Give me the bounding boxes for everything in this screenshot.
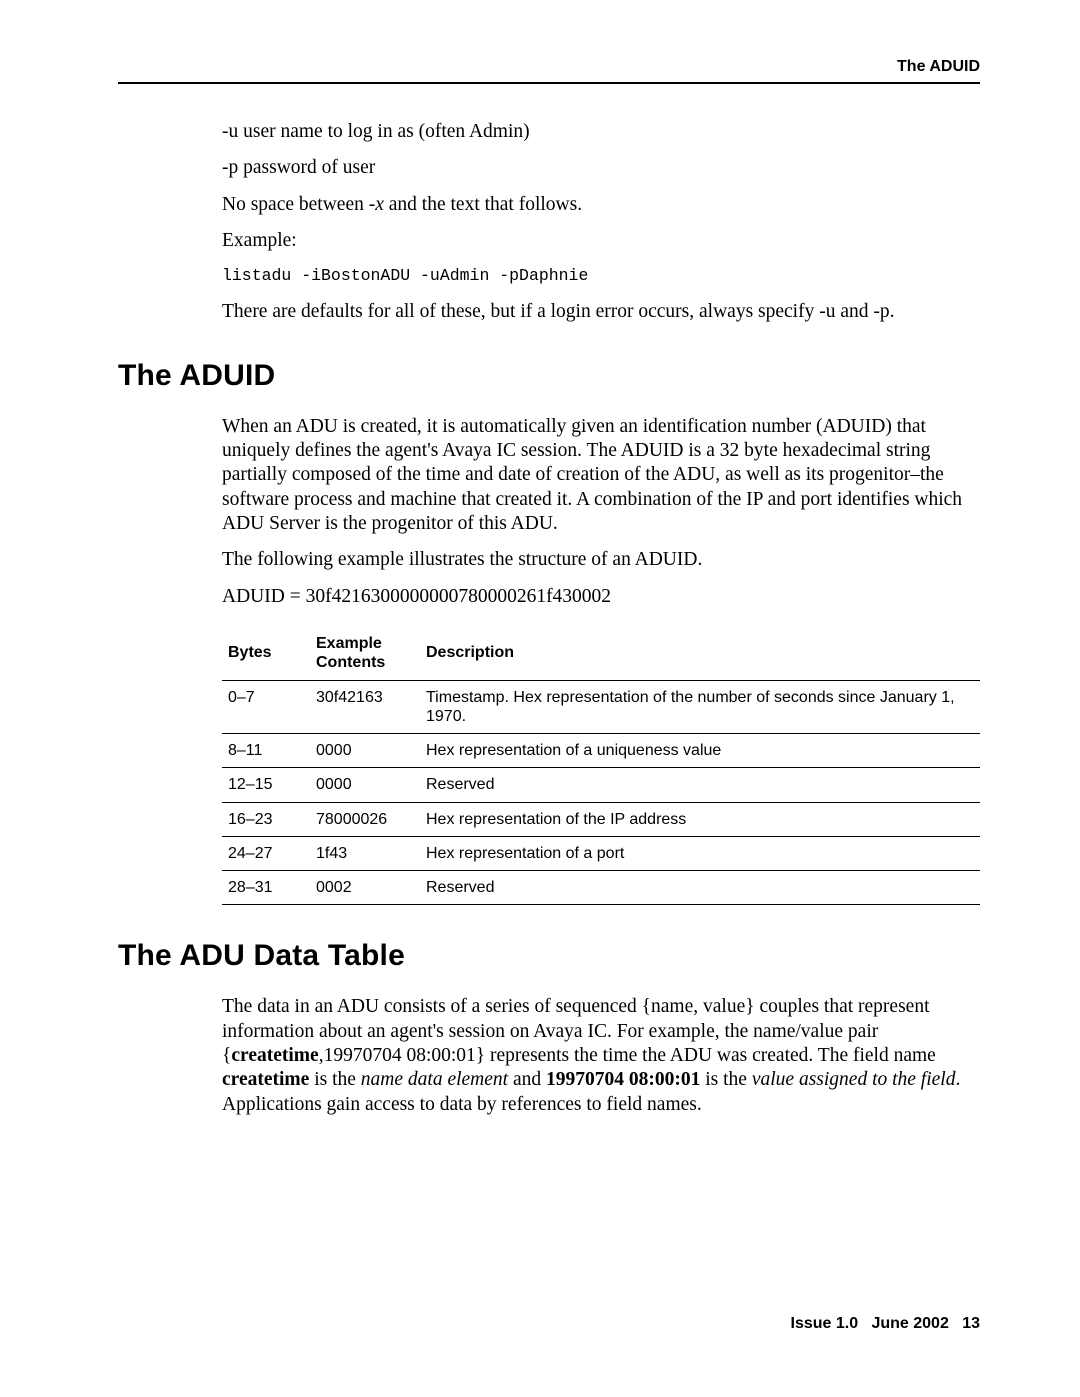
- heading-data-table: The ADU Data Table: [118, 939, 980, 973]
- italic-text: name data element: [361, 1069, 508, 1090]
- cell-description: Hex representation of a uniqueness value: [420, 734, 980, 768]
- aduid-para2: The following example illustrates the st…: [222, 548, 980, 572]
- bold-text: createtime: [231, 1045, 318, 1066]
- code-example: listadu -iBostonADU -uAdmin -pDaphnie: [222, 266, 980, 287]
- cell-example: 1f43: [310, 836, 420, 870]
- page-footer: Issue 1.0 June 2002 13: [791, 1315, 980, 1333]
- cell-bytes: 16–23: [222, 802, 310, 836]
- footer-issue: Issue 1.0: [791, 1315, 859, 1332]
- footer-date: June 2002: [871, 1315, 948, 1332]
- cell-description: Reserved: [420, 768, 980, 802]
- table-row: 8–110000Hex representation of a uniquene…: [222, 734, 980, 768]
- intro-defaults-line: There are defaults for all of these, but…: [222, 300, 980, 324]
- text: Example: [316, 635, 382, 652]
- text: is the: [309, 1069, 360, 1090]
- cell-example: 0000: [310, 768, 420, 802]
- table-row: 0–730f42163Timestamp. Hex representation…: [222, 680, 980, 733]
- cell-bytes: 0–7: [222, 680, 310, 733]
- cell-description: Timestamp. Hex representation of the num…: [420, 680, 980, 733]
- footer-page: 13: [962, 1315, 980, 1332]
- intro-no-space-line: No space between -x and the text that fo…: [222, 193, 980, 217]
- heading-aduid: The ADUID: [118, 359, 980, 393]
- cell-bytes: 8–11: [222, 734, 310, 768]
- cell-example: 30f42163: [310, 680, 420, 733]
- aduid-block: When an ADU is created, it is automatica…: [222, 415, 980, 906]
- italic-text: -x: [369, 194, 384, 215]
- datatable-block: The data in an ADU consists of a series …: [222, 995, 980, 1117]
- table-row: 28–310002Reserved: [222, 871, 980, 905]
- cell-example: 0000: [310, 734, 420, 768]
- text: and the text that follows.: [384, 194, 582, 215]
- aduid-example-line: ADUID = 30f4216300000000780000261f430002: [222, 585, 980, 609]
- table-row: 16–2378000026Hex representation of the I…: [222, 802, 980, 836]
- header-rule: [118, 82, 980, 84]
- col-header-bytes: Bytes: [222, 627, 310, 680]
- text: ,19970704 08:00:01} represents the time …: [319, 1045, 936, 1066]
- bold-text: 19970704 08:00:01: [546, 1069, 700, 1090]
- aduid-table-body: 0–730f42163Timestamp. Hex representation…: [222, 680, 980, 904]
- italic-text: value assigned to the field: [752, 1069, 956, 1090]
- intro-line-u: -u user name to log in as (often Admin): [222, 120, 980, 144]
- cell-bytes: 28–31: [222, 871, 310, 905]
- aduid-table: Bytes Example Contents Description 0–730…: [222, 627, 980, 905]
- bold-text: createtime: [222, 1069, 309, 1090]
- cell-example: 78000026: [310, 802, 420, 836]
- cell-description: Hex representation of a port: [420, 836, 980, 870]
- cell-description: Hex representation of the IP address: [420, 802, 980, 836]
- intro-block: -u user name to log in as (often Admin) …: [222, 120, 980, 325]
- table-header-row: Bytes Example Contents Description: [222, 627, 980, 680]
- text: Contents: [316, 654, 385, 671]
- text: No space between: [222, 194, 369, 215]
- text: and: [508, 1069, 546, 1090]
- cell-bytes: 12–15: [222, 768, 310, 802]
- aduid-para1: When an ADU is created, it is automatica…: [222, 415, 980, 537]
- example-label: Example:: [222, 229, 980, 253]
- col-header-description: Description: [420, 627, 980, 680]
- text: is the: [700, 1069, 751, 1090]
- page: The ADUID -u user name to log in as (oft…: [0, 0, 1080, 1397]
- page-header-label: The ADUID: [118, 58, 980, 82]
- col-header-example: Example Contents: [310, 627, 420, 680]
- table-row: 24–271f43Hex representation of a port: [222, 836, 980, 870]
- cell-example: 0002: [310, 871, 420, 905]
- cell-description: Reserved: [420, 871, 980, 905]
- table-row: 12–150000Reserved: [222, 768, 980, 802]
- datatable-paragraph: The data in an ADU consists of a series …: [222, 995, 980, 1117]
- cell-bytes: 24–27: [222, 836, 310, 870]
- intro-line-p: -p password of user: [222, 156, 980, 180]
